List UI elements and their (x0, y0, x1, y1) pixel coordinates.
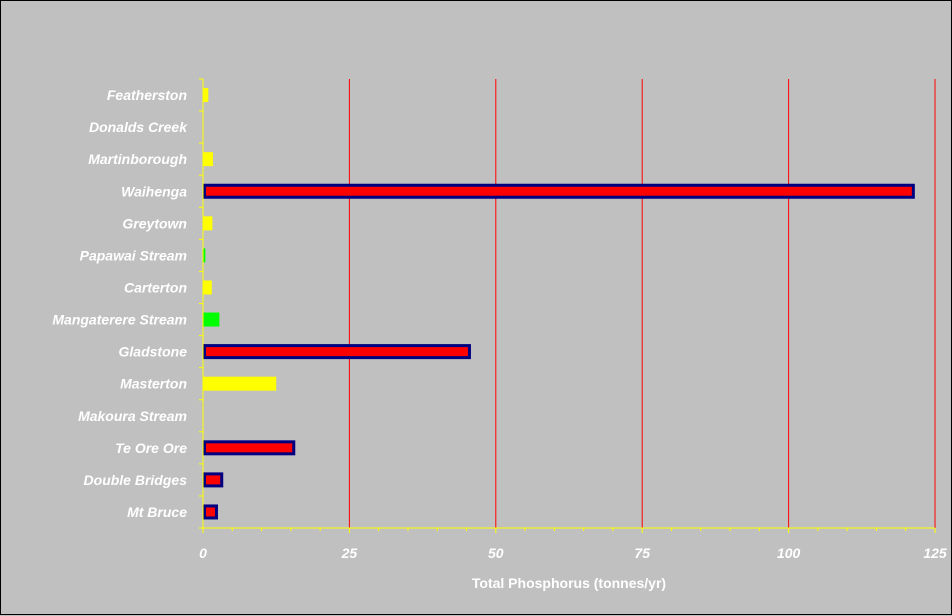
bar-martinborough (203, 152, 213, 167)
category-label-mangaterere-stream: Mangaterere Stream (52, 312, 187, 328)
bar-carterton (203, 280, 212, 295)
category-label-gladstone: Gladstone (119, 344, 188, 360)
x-tick-label-125: 125 (923, 545, 947, 561)
x-tick-label-25: 25 (341, 545, 358, 561)
bar-waihenga (203, 183, 915, 199)
category-label-martinborough: Martinborough (88, 151, 187, 167)
bar-mangaterere-stream (203, 312, 220, 327)
category-label-masterton: Masterton (120, 376, 187, 392)
x-tick-label-100: 100 (777, 545, 801, 561)
gridlines (348, 79, 936, 528)
bar-mt-bruce (203, 504, 218, 520)
category-label-te-ore-ore: Te Ore Ore (115, 440, 187, 456)
bar-greytown (203, 216, 213, 231)
category-label-papawai-stream: Papawai Stream (80, 247, 187, 263)
category-label-donalds-creek: Donalds Creek (89, 119, 188, 135)
bar-gladstone (203, 344, 471, 360)
bar-double-bridges (203, 472, 224, 488)
bars (203, 88, 915, 520)
category-label-greytown: Greytown (122, 215, 187, 231)
x-axis-title: Total Phosphorus (tonnes/yr) (472, 575, 666, 591)
category-label-featherston: Featherston (107, 87, 187, 103)
axes (199, 78, 936, 533)
bar-te-ore-ore (203, 440, 296, 456)
x-tick-label-75: 75 (634, 545, 650, 561)
x-tick-label-50: 50 (488, 545, 504, 561)
category-label-double-bridges: Double Bridges (84, 472, 188, 488)
category-label-carterton: Carterton (124, 279, 187, 295)
x-tick-label-0: 0 (199, 545, 207, 561)
category-label-makoura-stream: Makoura Stream (78, 408, 187, 424)
bar-featherston (203, 88, 209, 103)
bar-papawai-stream (203, 248, 206, 263)
category-label-mt-bruce: Mt Bruce (127, 504, 187, 520)
labels: Featherston Donalds Creek Martinborough Wai… (52, 87, 947, 561)
bar-masterton (203, 376, 277, 391)
category-label-waihenga: Waihenga (121, 183, 187, 199)
